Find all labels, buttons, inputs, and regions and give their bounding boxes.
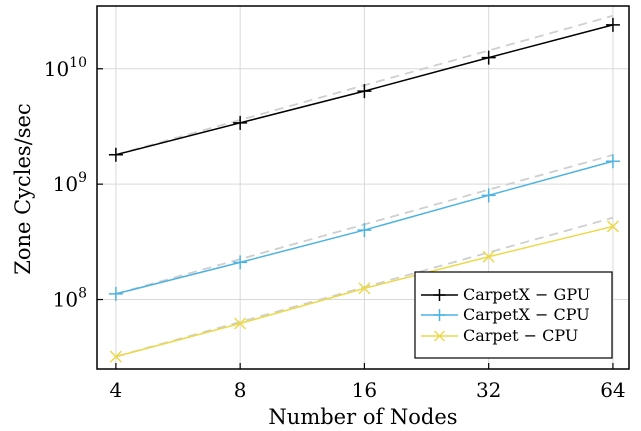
legend-label-carpetx-gpu: CarpetX − GPU — [463, 285, 590, 304]
data-point-marker — [605, 154, 620, 169]
x-tick-label: 4 — [110, 378, 123, 402]
data-point-marker — [358, 282, 371, 295]
data-point-marker — [481, 50, 496, 65]
plus-marker-icon — [433, 289, 446, 301]
y-tick-label: 1010 — [44, 55, 87, 81]
legend-label-carpetx-cpu: CarpetX − CPU — [463, 305, 590, 324]
y-tick-label: 109 — [53, 170, 87, 196]
data-point-marker — [108, 147, 123, 162]
x-tick-label: 64 — [600, 378, 625, 402]
x-tick-label: 8 — [234, 378, 247, 402]
data-point-marker — [357, 223, 372, 238]
axis-ticks: 4 8 16 32 64 108 109 1010 — [44, 55, 626, 402]
data-point-marker — [108, 286, 123, 301]
data-point-marker — [234, 317, 247, 330]
y-tick-label: 108 — [53, 286, 87, 312]
legend-entry-carpet-cpu: Carpet − CPU — [421, 326, 578, 345]
data-point-marker — [482, 250, 495, 263]
x-marker-icon — [433, 330, 446, 342]
data-point-marker — [233, 255, 248, 270]
plot-frame — [96, 5, 630, 370]
x-tick-label: 32 — [476, 378, 501, 402]
data-point-marker — [481, 188, 496, 203]
data-point-marker — [109, 350, 122, 363]
grid — [97, 6, 629, 369]
legend: CarpetX − GPU CarpetX − CPU Carpet − CPU — [414, 271, 613, 359]
legend-entry-carpetx-gpu: CarpetX − GPU — [421, 285, 590, 304]
data-point-marker — [605, 17, 620, 32]
plus-marker-icon — [433, 309, 446, 321]
data-series — [108, 17, 620, 363]
ideal-scaling-line — [115, 216, 614, 358]
legend-entry-carpetx-cpu: CarpetX − CPU — [421, 305, 590, 324]
y-axis-label: Zone Cycles/sec — [11, 103, 35, 275]
x-tick-label: 16 — [352, 378, 377, 402]
legend-label-carpet-cpu: Carpet − CPU — [463, 326, 578, 345]
data-point-marker — [233, 115, 248, 130]
x-axis-label: Number of Nodes — [268, 405, 457, 429]
data-point-marker — [357, 84, 372, 99]
data-point-marker — [606, 220, 619, 233]
